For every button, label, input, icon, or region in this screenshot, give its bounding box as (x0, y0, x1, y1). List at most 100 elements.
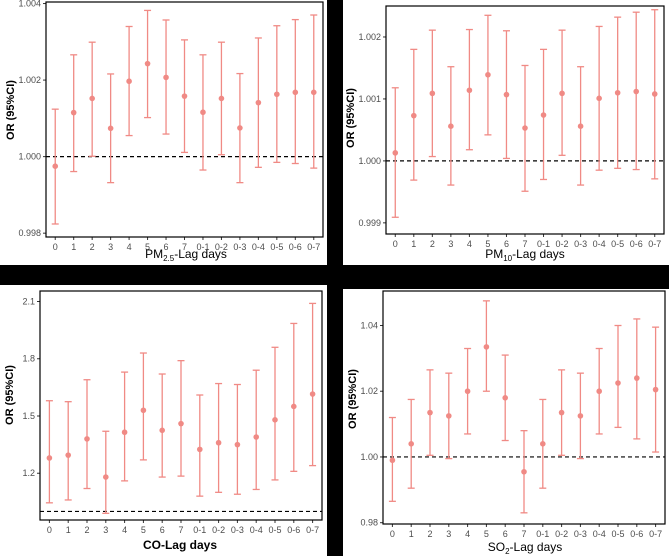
x-tick-label: 3 (108, 242, 113, 252)
or-point (272, 417, 278, 423)
or-point (140, 407, 147, 414)
or-point (310, 89, 317, 96)
y-tick-label: 1.004 (18, 0, 41, 9)
y-tick-label: 1.02 (360, 386, 378, 396)
x-tick-label: 0-4 (593, 239, 606, 249)
or-point (65, 452, 71, 458)
or-point (392, 150, 399, 156)
x-tick-label: 0 (393, 239, 398, 249)
or-point (577, 413, 584, 419)
y-tick-label: 1.04 (360, 321, 378, 331)
or-point (540, 112, 547, 118)
y-tick-label: 0.98 (360, 518, 378, 528)
x-tick-label: 0-1 (193, 525, 206, 535)
x-tick-label: 1 (411, 239, 416, 249)
x-tick-label: 7 (178, 525, 183, 535)
y-tick-label: 1.001 (358, 94, 381, 104)
x-tick-label: 0-3 (233, 242, 246, 252)
x-tick-label: 0-5 (611, 529, 624, 539)
x-tick-label: 7 (182, 242, 187, 252)
x-tick-label: 0-1 (537, 239, 550, 249)
or-point (126, 78, 132, 85)
or-point (163, 74, 169, 81)
x-tick-label: 0-7 (649, 529, 662, 539)
x-tick-label: 2 (427, 529, 432, 539)
x-tick-label: 0 (53, 242, 58, 252)
or-point (485, 71, 491, 78)
x-tick-label: 2 (430, 239, 435, 249)
x-tick-label: 5 (145, 242, 150, 252)
x-tick-label: 6 (160, 525, 165, 535)
or-point (291, 403, 297, 410)
or-point (614, 89, 621, 96)
or-point (651, 91, 658, 97)
x-tick-label: 1 (409, 529, 414, 539)
y-tick-label: 1.2 (22, 468, 35, 478)
x-tick-label: 6 (504, 239, 509, 249)
or-point (237, 125, 243, 131)
x-tick-label: 4 (467, 239, 472, 249)
x-tick-label: 5 (484, 529, 489, 539)
y-axis-label: OR (95%CI) (345, 88, 357, 148)
x-tick-label: 7 (521, 529, 526, 539)
x-tick-label: 1 (71, 242, 76, 252)
x-axis-label: SO2-Lag days (488, 540, 563, 556)
or-point (159, 427, 165, 434)
or-point (596, 388, 602, 395)
x-tick-label: 0-4 (593, 529, 606, 539)
or-point (522, 125, 528, 131)
y-axis-label: OR (95%CI) (5, 80, 17, 140)
y-tick-label: 1.8 (22, 354, 35, 364)
or-point (107, 125, 114, 132)
x-tick-label: 0-7 (307, 242, 320, 252)
x-tick-label: 0-7 (648, 239, 661, 249)
x-tick-label: 0-3 (574, 239, 587, 249)
x-tick-label: 0-6 (287, 525, 300, 535)
x-tick-label: 0-3 (231, 525, 244, 535)
x-tick-label: 0-2 (215, 242, 228, 252)
x-tick-label: 3 (446, 529, 451, 539)
plot-frame (39, 290, 323, 521)
or-point (70, 109, 77, 116)
or-point (89, 95, 95, 102)
x-tick-label: 0-5 (270, 242, 283, 252)
x-tick-label: 6 (164, 242, 169, 252)
y-axis-label: OR (95%CI) (4, 365, 16, 425)
or-point (309, 391, 316, 397)
or-point (558, 409, 565, 416)
or-point (464, 388, 471, 395)
or-point (483, 344, 490, 350)
plot-frame (385, 5, 665, 235)
chart-panel-pm10: 0.999 1.000 1.001 1.002 0 1 2 3 4 5 6 7 0-1 0-2 0-3 0-4… (343, 0, 669, 265)
y-tick-label: 1.00 (360, 452, 378, 462)
or-point (446, 413, 452, 419)
x-tick-label: 0-1 (536, 529, 549, 539)
x-tick-label: 0-6 (630, 239, 643, 249)
chart-panel-so2: 0.98 1.00 1.02 1.04 0 1 2 3 4 5 6 7 0-1 0-2 0-3 0-4 0-5 0… (343, 289, 669, 556)
x-tick-label: 1 (66, 525, 71, 535)
or-point (596, 95, 602, 102)
or-point (502, 395, 508, 401)
x-tick-label: 4 (122, 525, 127, 535)
or-point (427, 409, 433, 416)
x-tick-label: 3 (448, 239, 453, 249)
or-point (121, 429, 128, 436)
x-tick-label: 7 (522, 239, 527, 249)
or-point (559, 90, 565, 97)
or-point (255, 99, 262, 106)
y-tick-label: 1.002 (358, 32, 381, 42)
y-tick-label: 1.5 (22, 411, 35, 421)
x-tick-label: 0-4 (252, 242, 265, 252)
or-point (178, 420, 184, 427)
or-point (215, 439, 222, 446)
x-tick-label: 0-4 (250, 525, 263, 535)
or-point (448, 123, 454, 129)
or-point (234, 441, 241, 448)
or-point (429, 90, 436, 97)
chart-panel-co: 1.2 1.5 1.8 2.1 0 1 2 3 4 5 6 7 0-1 0-2 0-3 0-4 0-5 0-6 0-… (0, 285, 327, 556)
x-tick-label: 2 (90, 242, 95, 252)
or-point (144, 60, 151, 67)
or-point (408, 441, 414, 447)
y-tick-label: 1.000 (358, 156, 381, 166)
x-tick-label: 5 (141, 525, 146, 535)
